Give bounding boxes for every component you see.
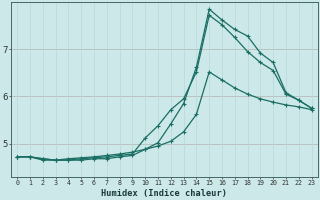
X-axis label: Humidex (Indice chaleur): Humidex (Indice chaleur) [101, 189, 228, 198]
